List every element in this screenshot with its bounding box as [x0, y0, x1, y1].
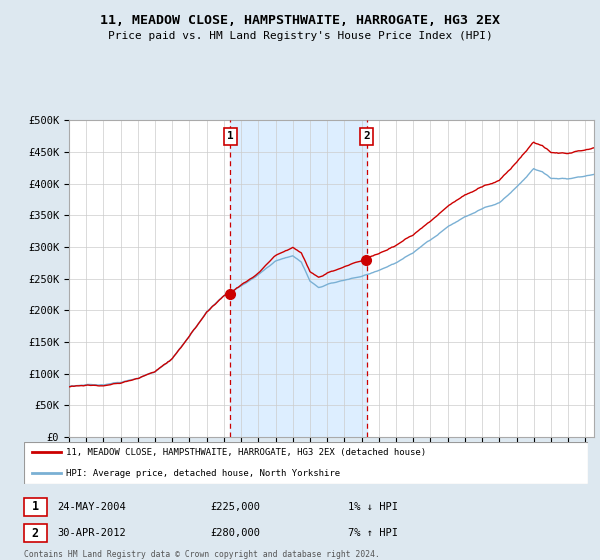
Text: 30-APR-2012: 30-APR-2012: [57, 528, 126, 538]
Text: £280,000: £280,000: [210, 528, 260, 538]
Text: 1% ↓ HPI: 1% ↓ HPI: [348, 502, 398, 512]
Text: Price paid vs. HM Land Registry's House Price Index (HPI): Price paid vs. HM Land Registry's House …: [107, 31, 493, 41]
Text: Contains HM Land Registry data © Crown copyright and database right 2024.
This d: Contains HM Land Registry data © Crown c…: [24, 550, 380, 560]
Text: 11, MEADOW CLOSE, HAMPSTHWAITE, HARROGATE, HG3 2EX (detached house): 11, MEADOW CLOSE, HAMPSTHWAITE, HARROGAT…: [66, 448, 427, 457]
Bar: [230, 120, 367, 437]
Text: 11, MEADOW CLOSE, HAMPSTHWAITE, HARROGATE, HG3 2EX: 11, MEADOW CLOSE, HAMPSTHWAITE, HARROGAT…: [100, 14, 500, 27]
Text: 24-MAY-2004: 24-MAY-2004: [57, 502, 126, 512]
Text: 1: 1: [227, 131, 233, 141]
Text: HPI: Average price, detached house, North Yorkshire: HPI: Average price, detached house, Nort…: [66, 469, 340, 478]
Text: £225,000: £225,000: [210, 502, 260, 512]
Text: 2: 2: [32, 526, 39, 540]
Text: 2: 2: [363, 131, 370, 141]
Text: 1: 1: [32, 500, 39, 514]
Text: 7% ↑ HPI: 7% ↑ HPI: [348, 528, 398, 538]
